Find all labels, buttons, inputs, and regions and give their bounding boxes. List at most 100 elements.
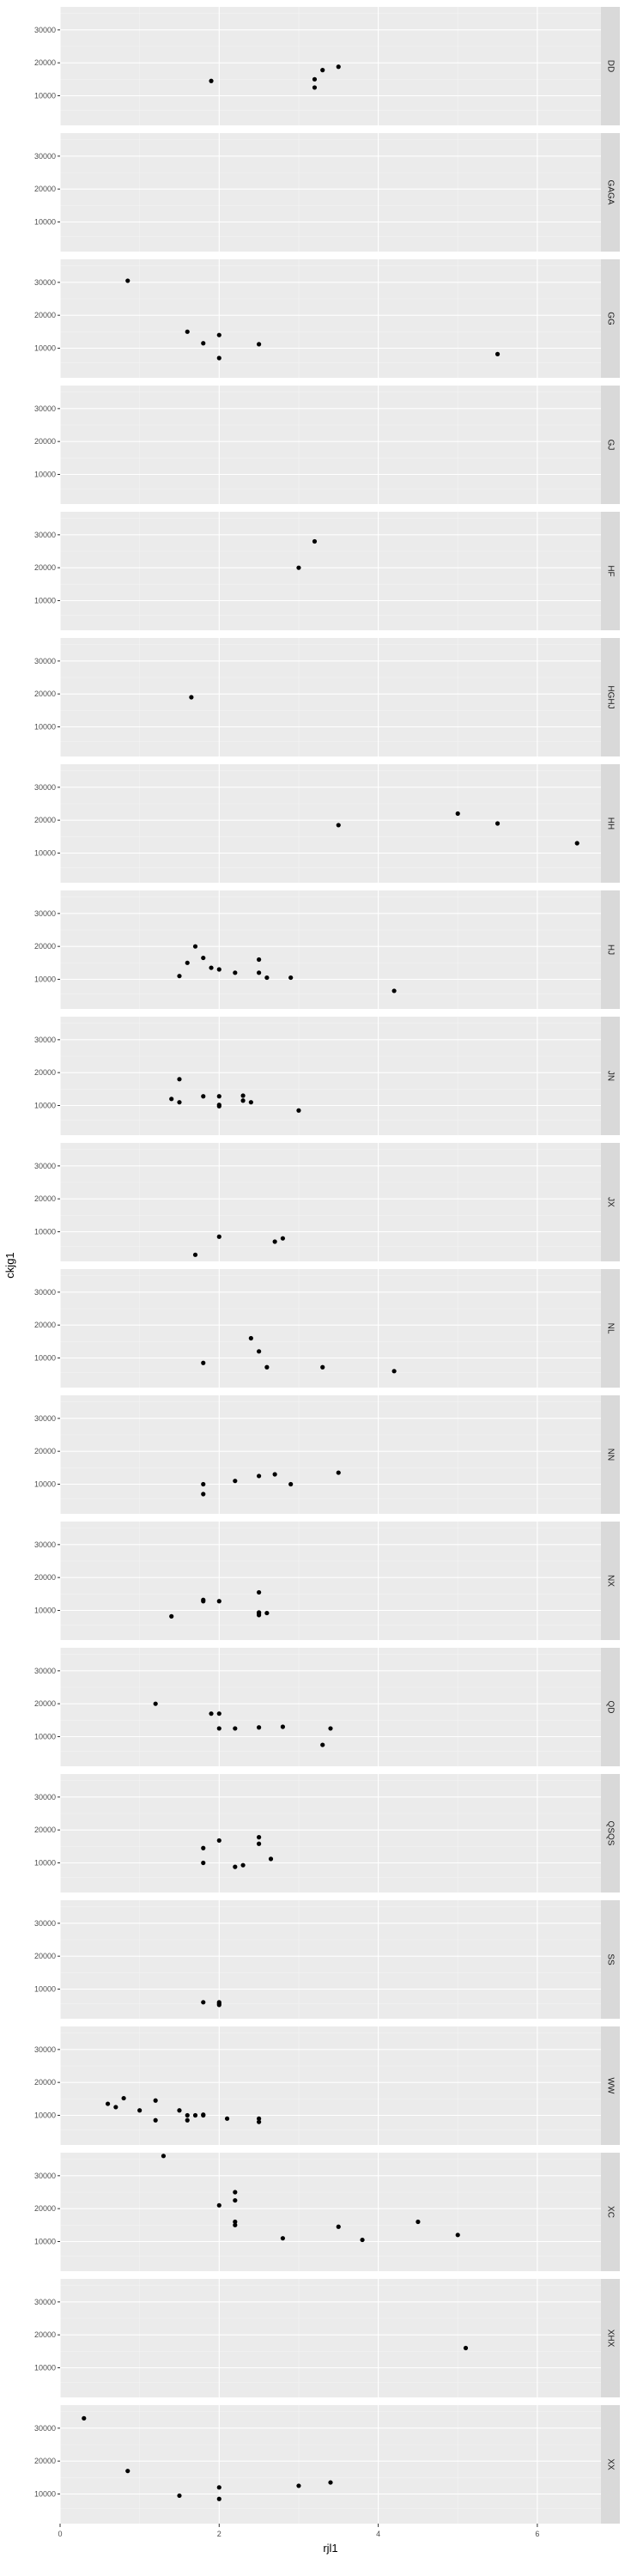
data-point xyxy=(201,1481,206,1487)
facet-strip xyxy=(601,2405,620,2524)
data-point xyxy=(209,78,214,83)
data-point xyxy=(257,1473,262,1479)
y-tick-label: 20000 xyxy=(34,942,56,951)
data-point xyxy=(240,1098,246,1103)
panel-background xyxy=(60,2153,601,2271)
data-point xyxy=(336,823,341,828)
data-point xyxy=(264,1364,270,1370)
y-tick-label: 10000 xyxy=(34,2111,56,2120)
facet-strip-label: GJ xyxy=(606,440,616,451)
y-tick-label: 20000 xyxy=(34,2457,56,2465)
data-point xyxy=(137,2108,143,2113)
facet-strip-label: XHX xyxy=(606,2330,616,2348)
data-point xyxy=(192,2112,198,2118)
data-point xyxy=(233,1479,238,1484)
data-point xyxy=(161,2154,167,2159)
data-point xyxy=(264,975,270,981)
data-point xyxy=(416,2219,421,2225)
data-point xyxy=(257,970,262,975)
data-point xyxy=(209,1711,214,1716)
facet-strip-label: HF xyxy=(606,565,616,576)
data-point xyxy=(216,1726,221,1731)
y-tick-label: 10000 xyxy=(34,1607,56,1615)
data-point xyxy=(192,1252,198,1257)
y-tick-label: 10000 xyxy=(34,1859,56,1868)
x-tick-label: 4 xyxy=(376,2530,380,2538)
y-tick-label: 10000 xyxy=(34,597,56,605)
facet-panel-qsqs: 10000 20000 30000 QSQS xyxy=(34,1774,620,1893)
y-tick-label: 20000 xyxy=(34,1068,56,1077)
data-point xyxy=(233,970,238,975)
data-point xyxy=(233,1864,238,1869)
y-tick-label: 30000 xyxy=(34,783,56,792)
facet-panel-jn: 10000 20000 30000 JN xyxy=(34,1017,620,1135)
data-point xyxy=(169,1097,174,1102)
data-point xyxy=(177,1077,182,1082)
data-point xyxy=(391,988,397,993)
y-tick-label: 10000 xyxy=(34,1733,56,1741)
y-tick-label: 30000 xyxy=(34,278,56,287)
data-point xyxy=(272,1239,277,1244)
data-point xyxy=(288,975,294,981)
facet-strip xyxy=(601,1017,620,1135)
facet-strip xyxy=(601,1395,620,1514)
facet-strip-label: DD xyxy=(606,60,616,72)
data-point xyxy=(201,1492,206,1497)
data-point xyxy=(185,960,190,965)
facet-strip-label: JN xyxy=(606,1071,616,1081)
facet-panel-nx: 10000 20000 30000 NX xyxy=(34,1522,620,1640)
y-tick-label: 10000 xyxy=(34,344,56,353)
data-point xyxy=(216,2202,221,2208)
data-point xyxy=(296,2483,301,2488)
data-point xyxy=(494,821,501,826)
y-tick-label: 30000 xyxy=(34,1919,56,1928)
facet-strip-label: GG xyxy=(606,312,616,325)
facet-strip xyxy=(601,133,620,252)
y-tick-label: 20000 xyxy=(34,1952,56,1960)
y-tick-label: 30000 xyxy=(34,1414,56,1423)
data-point xyxy=(320,68,325,73)
data-point xyxy=(257,1725,262,1730)
y-tick-label: 30000 xyxy=(34,1162,56,1170)
data-point xyxy=(257,1835,262,1840)
data-point xyxy=(153,2117,158,2123)
y-tick-label: 30000 xyxy=(34,909,56,918)
data-point xyxy=(463,2345,469,2351)
y-tick-label: 10000 xyxy=(34,723,56,732)
data-point xyxy=(257,1841,262,1846)
y-tick-label: 20000 xyxy=(34,185,56,193)
facet-panel-dd: 10000 20000 30000 DD xyxy=(34,7,620,125)
data-point xyxy=(233,2222,238,2227)
y-tick-label: 30000 xyxy=(34,2424,56,2433)
data-point xyxy=(82,2415,87,2421)
data-point xyxy=(280,1724,286,1729)
data-point xyxy=(336,64,341,70)
data-point xyxy=(201,1860,206,1866)
data-point xyxy=(268,1856,274,1862)
data-point xyxy=(360,2237,365,2243)
facet-panel-nn: 10000 20000 30000 NN xyxy=(34,1395,620,1514)
panel-background xyxy=(60,1774,601,1893)
y-tick-label: 30000 xyxy=(34,2298,56,2306)
data-point xyxy=(216,2496,221,2501)
facet-panel-nl: 10000 20000 30000 NL xyxy=(34,1269,620,1388)
y-tick-label: 10000 xyxy=(34,849,56,858)
y-tick-label: 30000 xyxy=(34,1036,56,1044)
facet-strip-label: JX xyxy=(606,1197,616,1207)
y-tick-label: 30000 xyxy=(34,404,56,413)
data-point xyxy=(201,2112,206,2118)
panel-background xyxy=(60,386,601,504)
facet-strip xyxy=(601,1900,620,2019)
y-tick-label: 10000 xyxy=(34,975,56,984)
data-point xyxy=(216,1599,221,1604)
facet-panel-gaga: 10000 20000 30000 GAGA xyxy=(34,133,620,252)
data-point xyxy=(185,2117,190,2123)
panel-background xyxy=(60,512,601,630)
data-point xyxy=(121,2095,126,2101)
panel-background xyxy=(60,2026,601,2145)
data-point xyxy=(328,1726,333,1731)
y-tick-label: 10000 xyxy=(34,1228,56,1236)
panel-background xyxy=(60,1648,601,1766)
data-point xyxy=(240,1862,246,1868)
